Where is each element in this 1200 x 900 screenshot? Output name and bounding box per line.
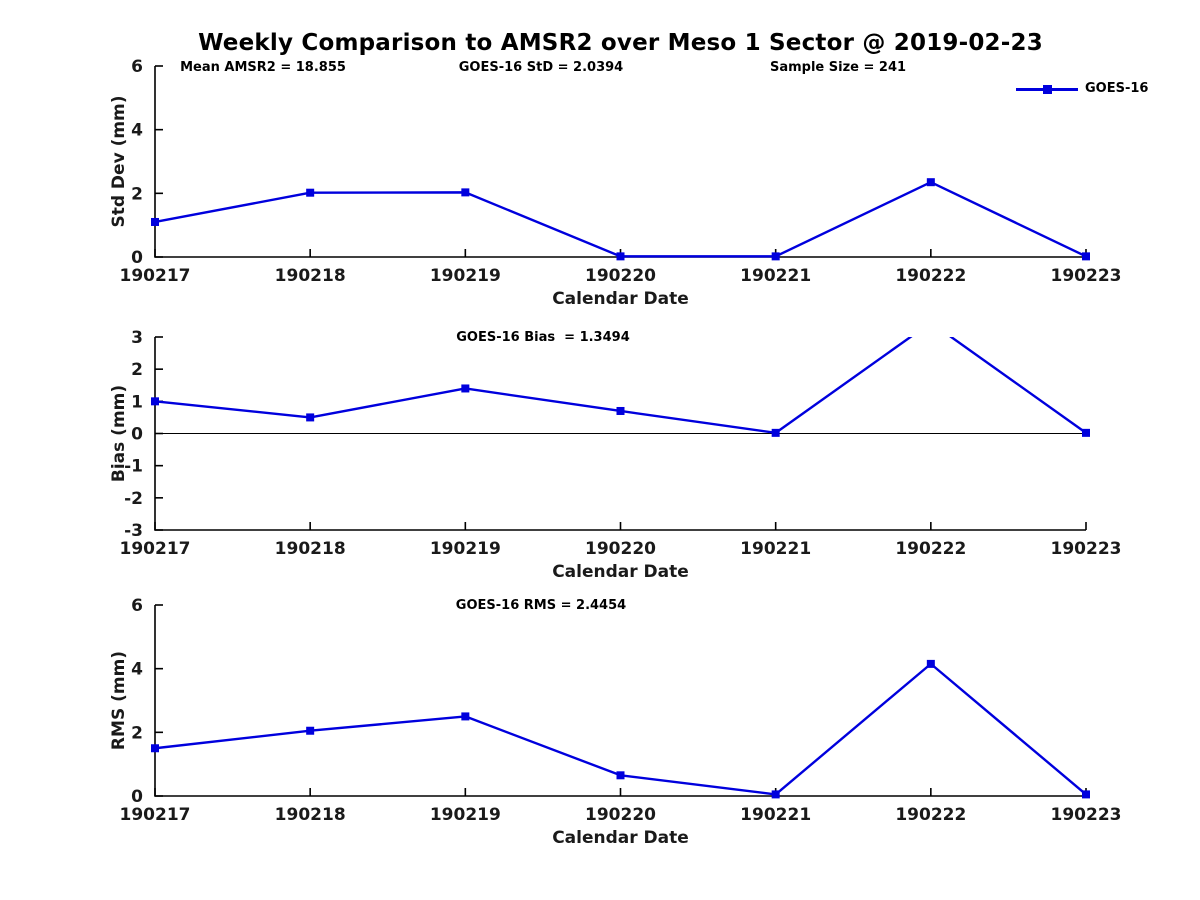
bias-ytick-label: 1 (131, 392, 143, 412)
bias-xtick-label: 190220 (585, 539, 656, 559)
stddev-plot: 0 2 4 6 190217 190218 190219 190220 190221 190222… (109, 57, 1121, 309)
legend-label: GOES-16 (1085, 81, 1149, 96)
stddev-series-markers (151, 178, 1090, 261)
rms-xtick-label: 190222 (895, 805, 966, 825)
rms-xtick-label: 190221 (740, 805, 811, 825)
bias-ytick-label: 2 (131, 360, 143, 380)
bias-xtick-label: 190219 (430, 539, 501, 559)
rms-ytick-label: 2 (131, 723, 143, 743)
rms-ylabel: RMS (mm) (109, 651, 129, 750)
bias-xtick-label: 190217 (120, 539, 191, 559)
stddev-ytick-label: 4 (131, 121, 143, 141)
bias-ytick-label: -3 (124, 521, 143, 541)
annotation-goes16-bias: GOES-16 Bias = 1.3494 (456, 330, 630, 345)
bias-ytick-label: -2 (124, 489, 143, 509)
bias-xlabel: Calendar Date (552, 562, 689, 582)
stddev-xtick-label: 190217 (120, 266, 191, 286)
stddev-ytick-label: 2 (131, 184, 143, 204)
annotation-sample-size: Sample Size = 241 (769, 60, 907, 75)
annotation-goes16-std: GOES-16 StD = 2.0394 (458, 60, 624, 75)
stddev-xtick-label: 190218 (275, 266, 346, 286)
rms-xtick-label: 190220 (585, 805, 656, 825)
stddev-xtick-label: 190222 (895, 266, 966, 286)
annotation-mean-amsr2: Mean AMSR2 = 18.855 (180, 60, 346, 75)
rms-ytick-label: 4 (131, 660, 143, 680)
rms-xtick-label: 190223 (1051, 805, 1122, 825)
bias-xtick-label: 190222 (895, 539, 966, 559)
stddev-xtick-label: 190223 (1051, 266, 1122, 286)
bias-xtick-label: 190223 (1051, 539, 1122, 559)
rms-plot: 0 2 4 6 190217 190218 190219 190220 190221 190222… (109, 596, 1121, 848)
annotation-goes16-rms: GOES-16 RMS = 2.4454 (455, 598, 627, 613)
bias-ylabel: Bias (mm) (109, 385, 129, 482)
legend-square-marker-icon (1043, 84, 1052, 94)
stddev-xtick-label: 190221 (740, 266, 811, 286)
stddev-ytick-label: 0 (131, 248, 143, 268)
bias-ytick-label: 3 (131, 328, 143, 348)
stddev-axes-spines (154, 66, 1086, 258)
stddev-xlabel: Calendar Date (552, 289, 689, 309)
rms-ytick-label: 6 (131, 596, 143, 616)
stddev-xtick-label: 190220 (585, 266, 656, 286)
bias-series-markers (151, 384, 1090, 437)
page-title: Weekly Comparison to AMSR2 over Meso 1 S… (198, 30, 1043, 56)
bias-ytick-label: -1 (124, 457, 143, 477)
rms-axes-spines (154, 605, 1086, 797)
bias-ytick-label: 0 (131, 425, 143, 445)
stddev-ytick-label: 6 (131, 57, 143, 77)
legend: GOES-16 (1016, 81, 1148, 96)
rms-xtick-label: 190217 (120, 805, 191, 825)
rms-xtick-label: 190218 (275, 805, 346, 825)
rms-ytick-label: 0 (131, 787, 143, 807)
rms-xlabel: Calendar Date (552, 828, 689, 848)
legend-line-marker-icon (1016, 84, 1078, 94)
bias-xtick-label: 190218 (275, 539, 346, 559)
stddev-xtick-label: 190219 (430, 266, 501, 286)
bias-xtick-label: 190221 (740, 539, 811, 559)
rms-xtick-label: 190219 (430, 805, 501, 825)
rms-series-markers (151, 659, 1090, 799)
stddev-series-line (154, 180, 1087, 258)
stddev-ylabel: Std Dev (mm) (109, 95, 129, 227)
